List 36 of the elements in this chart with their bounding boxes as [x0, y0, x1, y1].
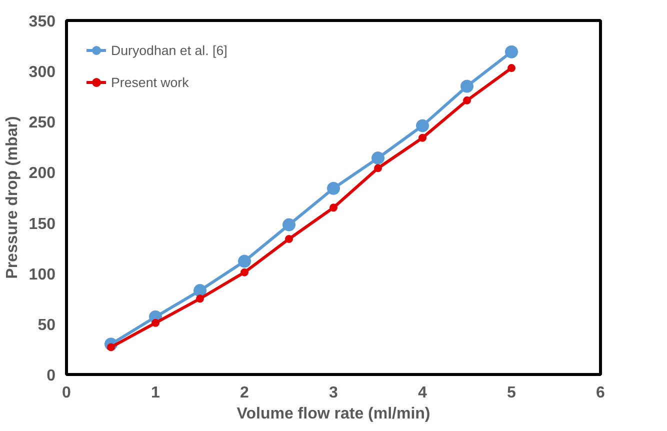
y-tick-label: 300	[28, 64, 56, 82]
x-tick-label: 6	[596, 384, 606, 402]
point	[418, 134, 426, 142]
x-axis-title: Volume flow rate (ml/min)	[236, 406, 430, 422]
point	[460, 80, 474, 93]
x-tick-label: 4	[418, 384, 428, 402]
y-tick-label: 350	[28, 14, 56, 30]
point	[240, 268, 248, 276]
y-tick-label: 0	[46, 368, 56, 384]
point	[194, 284, 206, 298]
point	[285, 234, 293, 243]
legend-label: Present work	[111, 74, 189, 90]
y-axis-title: Pressure drop (mbar)	[4, 116, 21, 279]
point	[282, 218, 296, 232]
x-tick-label: 3	[329, 384, 338, 402]
y-tick-label: 250	[28, 114, 56, 132]
y-tick-label: 200	[28, 165, 56, 182]
x-tick-label: 5	[507, 384, 516, 402]
point	[327, 182, 340, 195]
y-tick-label: 50	[38, 316, 56, 334]
point	[374, 164, 382, 172]
point	[416, 119, 429, 132]
y-tick-label: 100	[28, 266, 56, 284]
point	[372, 152, 384, 165]
x-tick-label: 1	[151, 384, 160, 402]
point	[508, 64, 516, 72]
x-tick-label: 0	[62, 384, 72, 402]
point	[330, 204, 338, 212]
point	[152, 318, 160, 327]
point	[463, 96, 471, 104]
point	[196, 294, 204, 303]
legend-label: Duryodhan et al. [6]	[111, 42, 228, 58]
point	[505, 45, 518, 58]
x-tick-label: 2	[240, 384, 250, 402]
y-tick-label: 150	[28, 216, 56, 233]
point	[238, 254, 251, 268]
